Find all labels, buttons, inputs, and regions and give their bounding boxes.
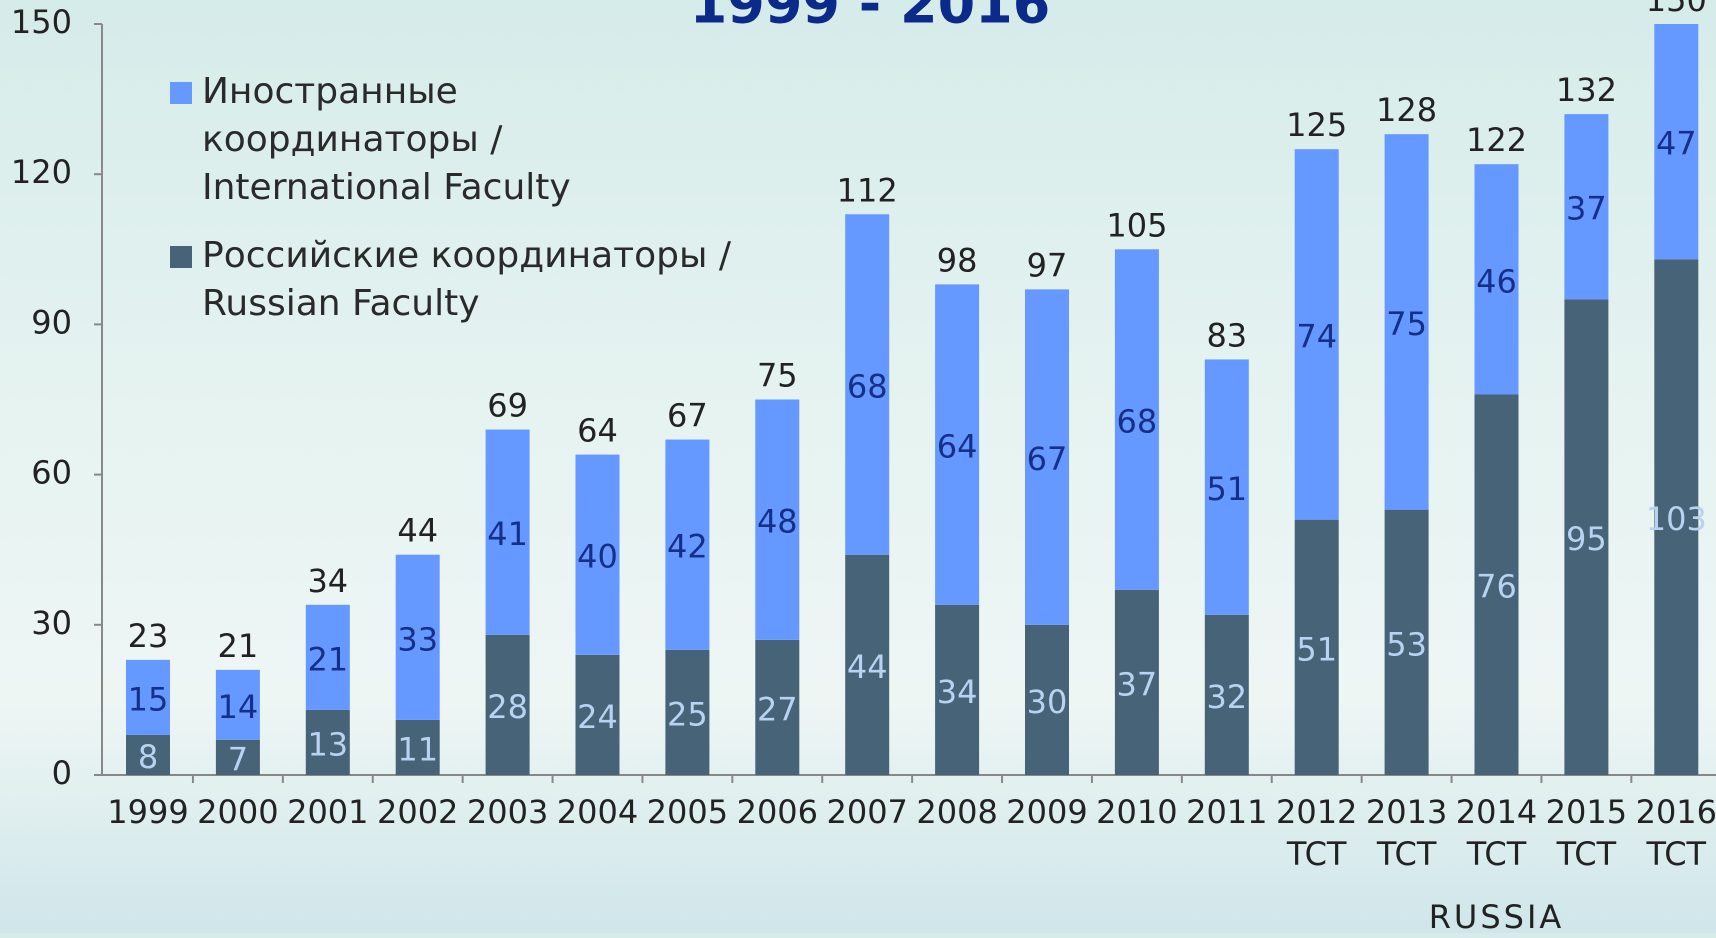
total-label: 34 xyxy=(307,562,348,600)
total-label: 97 xyxy=(1027,246,1068,284)
total-label: 122 xyxy=(1466,121,1527,159)
value-label: 95 xyxy=(1566,520,1607,558)
x-tick-label: 2016 TCT xyxy=(1631,791,1716,875)
x-tick-label: 2015 TCT xyxy=(1541,791,1631,875)
value-label: 11 xyxy=(397,730,438,768)
y-tick-label: 120 xyxy=(11,153,72,191)
y-tick-label: 30 xyxy=(31,604,72,642)
value-label: 53 xyxy=(1386,625,1427,663)
x-tick-label: 2012 TCT xyxy=(1272,791,1362,875)
total-label: 98 xyxy=(937,241,978,279)
x-tick-label: 2010 xyxy=(1092,791,1182,833)
value-label: 68 xyxy=(847,367,888,405)
value-label: 34 xyxy=(937,673,978,711)
total-label: 64 xyxy=(577,412,618,450)
page: {"chart_data": {"type": "stacked-bar", "… xyxy=(0,0,1716,933)
value-label: 47 xyxy=(1656,125,1697,163)
total-label: 128 xyxy=(1376,91,1437,129)
value-label: 27 xyxy=(757,690,798,728)
value-label: 33 xyxy=(397,620,438,658)
value-label: 42 xyxy=(667,528,708,566)
legend-swatch xyxy=(170,246,192,268)
x-tick-label: 2004 xyxy=(553,791,643,833)
value-label: 37 xyxy=(1566,190,1607,228)
x-tick-label: 2000 xyxy=(193,791,283,833)
total-label: 83 xyxy=(1206,316,1247,354)
value-label: 37 xyxy=(1117,665,1158,703)
legend-swatch xyxy=(170,82,192,104)
total-label: 44 xyxy=(397,512,438,550)
value-label: 30 xyxy=(1027,683,1068,721)
x-tick-label: 2014 TCT xyxy=(1452,791,1542,875)
value-label: 25 xyxy=(667,695,708,733)
value-label: 46 xyxy=(1476,262,1517,300)
value-label: 8 xyxy=(138,738,158,776)
value-label: 51 xyxy=(1296,630,1337,668)
value-label: 32 xyxy=(1206,678,1247,716)
value-label: 21 xyxy=(307,640,348,678)
value-label: 75 xyxy=(1386,305,1427,343)
value-label: 74 xyxy=(1296,317,1337,355)
value-label: 14 xyxy=(218,688,259,726)
legend-label: Российские координаторы / Russian Facult… xyxy=(202,232,762,328)
x-tick-label: 2007 xyxy=(822,791,912,833)
total-label: 67 xyxy=(667,397,708,435)
x-tick-label: 2013 TCT xyxy=(1362,791,1452,875)
value-label: 41 xyxy=(487,515,528,553)
value-label: 7 xyxy=(228,740,248,778)
value-label: 24 xyxy=(577,698,618,736)
value-label: 40 xyxy=(577,538,618,576)
x-tick-label: 2001 xyxy=(283,791,373,833)
x-tick-label: 2002 xyxy=(373,791,463,833)
total-label: 75 xyxy=(757,357,798,395)
y-tick-label: 90 xyxy=(31,303,72,341)
value-label: 67 xyxy=(1027,440,1068,478)
total-label: 23 xyxy=(128,617,169,655)
value-label: 64 xyxy=(937,428,978,466)
value-label: 68 xyxy=(1117,403,1158,441)
total-label: 21 xyxy=(218,627,259,665)
x-tick-label: 2006 xyxy=(732,791,822,833)
y-tick-label: 150 xyxy=(11,3,72,41)
total-label: 112 xyxy=(837,171,898,209)
value-label: 103 xyxy=(1646,500,1707,538)
legend-label: Иностранные координаторы / International… xyxy=(202,68,612,212)
total-label: 105 xyxy=(1106,206,1167,244)
total-label: 69 xyxy=(487,387,528,425)
value-label: 51 xyxy=(1206,470,1247,508)
x-tick-label: 1999 xyxy=(103,791,193,833)
total-label: 150 xyxy=(1646,0,1707,19)
value-label: 15 xyxy=(128,680,169,718)
x-tick-label: 2005 xyxy=(642,791,732,833)
value-label: 28 xyxy=(487,688,528,726)
total-label: 125 xyxy=(1286,106,1347,144)
value-label: 76 xyxy=(1476,568,1517,606)
y-tick-label: 60 xyxy=(31,454,72,492)
x-tick-label: 2008 xyxy=(912,791,1002,833)
x-tick-label: 2011 xyxy=(1182,791,1272,833)
value-label: 13 xyxy=(307,725,348,763)
value-label: 48 xyxy=(757,503,798,541)
total-label: 132 xyxy=(1556,71,1617,109)
chart-title: 1999 - 2016 xyxy=(690,0,1051,36)
y-tick-label: 0 xyxy=(52,754,72,792)
x-tick-label: 2009 xyxy=(1002,791,1092,833)
annotation: RUSSIA xyxy=(1427,896,1567,938)
value-label: 44 xyxy=(847,648,888,686)
x-tick-label: 2003 xyxy=(463,791,553,833)
